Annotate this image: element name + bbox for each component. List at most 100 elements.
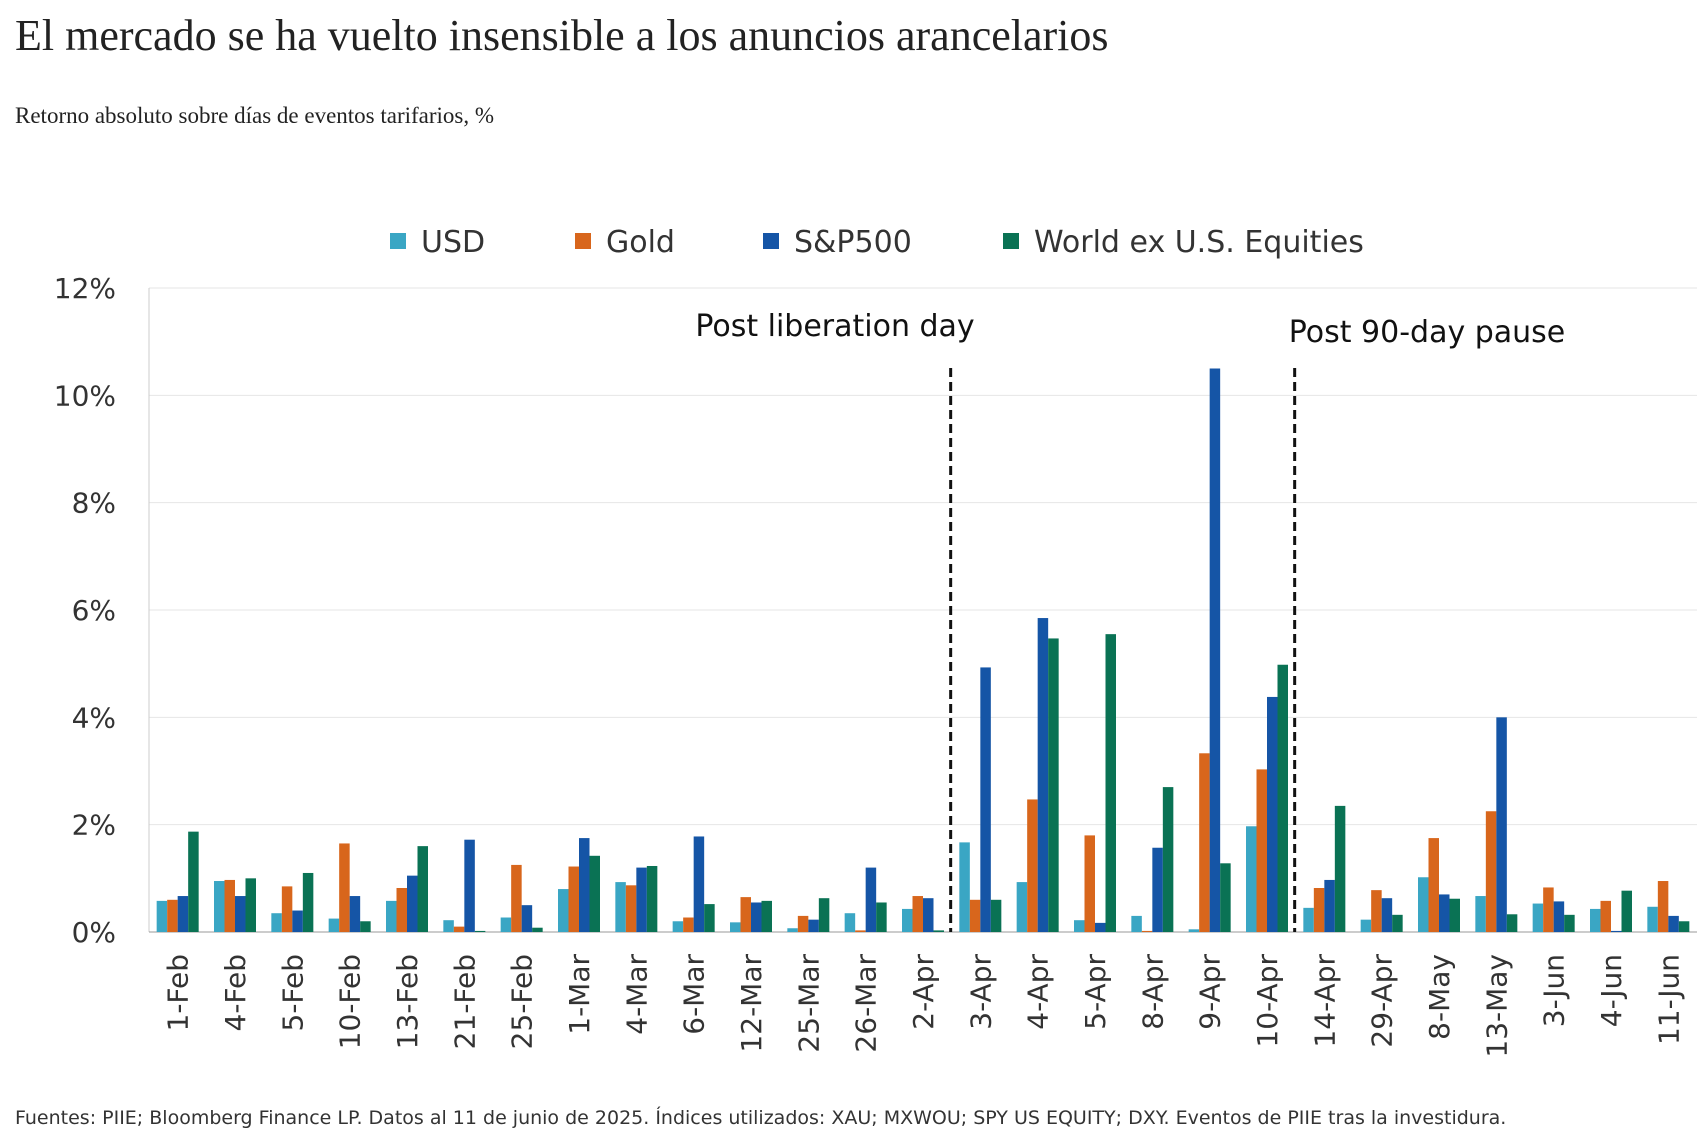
bar [1600,900,1611,932]
y-tick-label: 6% [72,594,116,627]
legend-label: World ex U.S. Equities [1034,225,1364,260]
bar [1074,920,1085,932]
x-tick-label: 3-Apr [964,954,997,1030]
bar [980,667,991,932]
bar [808,919,819,932]
bar [1449,898,1460,932]
legend-swatch [390,233,406,249]
x-tick-label: 13-Feb [391,954,424,1049]
bar [761,900,772,932]
bar [339,843,350,932]
bar [844,913,856,932]
footnote: Fuentes: PIIE; Bloomberg Finance LP. Dat… [15,1106,1506,1129]
x-tick-label: 4-Apr [1022,954,1055,1030]
bar [500,917,512,932]
x-tick-label: 4-Mar [620,954,653,1035]
bar [386,900,397,932]
legend-label: S&P500 [794,225,912,260]
y-tick-label: 12% [54,272,116,305]
x-tick-label: 4-Jun [1595,954,1628,1027]
bar [1611,930,1622,932]
bar [1152,847,1163,932]
bar [730,922,741,932]
bar [1392,914,1403,932]
bar [1256,769,1267,932]
bar [969,899,981,932]
bar [1496,717,1507,932]
bar [271,913,282,932]
legend-swatch [1003,233,1019,249]
bar [1188,929,1200,932]
legend-swatch [763,233,779,249]
bar [1475,896,1486,932]
bar [1084,835,1095,932]
annotation: Post 90-day pause [1289,315,1566,350]
bar [188,831,199,932]
x-tick-label: 2-Apr [907,954,940,1030]
bar [787,928,798,932]
bar [235,896,246,932]
chart-subtitle: Retorno absoluto sobre días de eventos t… [15,103,494,128]
x-tick-label: 4-Feb [219,954,252,1032]
bar [1334,805,1346,932]
bar [818,898,830,932]
x-tick-label: 8-Apr [1136,954,1169,1030]
bar [1131,915,1142,932]
bar [558,889,569,932]
x-tick-label: 10-Apr [1251,954,1284,1048]
bar [156,900,168,932]
bar [1647,906,1658,932]
legend-label: Gold [606,225,675,260]
x-tick-label: 25-Mar [792,954,825,1053]
bar [474,930,486,932]
bar [693,836,705,932]
bar [453,926,465,932]
bar [912,896,923,932]
y-tick-label: 8% [72,487,116,520]
bar [672,921,684,932]
x-tick-label: 5-Feb [276,954,309,1032]
bar [407,875,418,932]
legend-label: USD [421,225,485,260]
bar [1485,811,1497,932]
bar [1220,863,1231,932]
bar [959,842,970,932]
bar [923,898,934,932]
annotation: Post liberation day [695,309,974,344]
bar [328,918,340,932]
bar [855,930,866,932]
bar [1209,368,1221,932]
x-tick-label: 26-Mar [850,954,883,1053]
bar [532,927,543,932]
bar [1095,922,1106,932]
bar [625,885,637,932]
bar [511,864,522,932]
bar [568,866,579,932]
bar [521,905,533,932]
bar [579,838,590,932]
bar [1439,894,1450,932]
bar [589,855,600,932]
bar [1621,890,1632,932]
bar [245,878,256,932]
bar [990,899,1002,932]
bar [1141,930,1153,932]
bar [302,872,314,932]
bar [1428,838,1439,932]
bar [464,839,475,932]
bar [214,881,225,932]
bar [1027,799,1038,932]
bar [1506,914,1518,932]
bar [1048,638,1059,932]
bar [1199,753,1210,932]
bar [177,896,189,932]
bar [797,915,809,932]
x-tick-label: 5-Apr [1079,954,1112,1030]
bar [224,879,235,932]
bar [933,930,944,932]
bar [1360,919,1372,932]
bar [360,921,371,932]
bar [1543,887,1554,932]
bar [443,920,454,932]
